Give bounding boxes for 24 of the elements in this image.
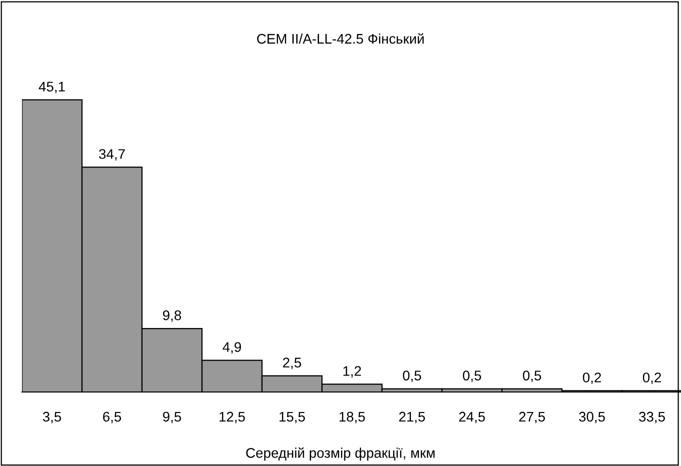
data-label: 0,5	[402, 370, 422, 382]
data-label: 0,5	[522, 370, 542, 382]
data-label: 0,2	[582, 372, 601, 384]
data-label: 0,2	[642, 372, 661, 384]
data-label: 1,2	[343, 366, 361, 378]
chart-title: CEM II/A-LL-42.5 Фінський	[257, 33, 424, 44]
data-label: 9,8	[163, 310, 182, 322]
x-tick-label: 30,5	[579, 412, 605, 424]
data-label: 0,5	[462, 370, 482, 382]
x-tick-label: 12,5	[220, 412, 245, 424]
data-label: 45,1	[38, 82, 65, 94]
x-tick-label: 24,5	[459, 412, 485, 424]
x-tick-label: 18,5	[340, 412, 365, 424]
x-tick-label: 27,5	[519, 412, 545, 424]
x-tick-label: 9,5	[163, 412, 182, 424]
data-label: 34,7	[99, 149, 125, 161]
x-tick-label: 15,5	[280, 412, 305, 424]
x-axis-title: Середній розмір фракції, мкм	[246, 447, 435, 461]
data-label: 4,9	[222, 342, 241, 354]
data-label: 2,5	[283, 358, 302, 370]
x-tick-label: 21,5	[399, 412, 425, 424]
x-tick-label: 33,5	[639, 412, 665, 424]
x-tick-label: 3,5	[42, 412, 62, 424]
x-tick-label: 6,5	[103, 412, 122, 424]
